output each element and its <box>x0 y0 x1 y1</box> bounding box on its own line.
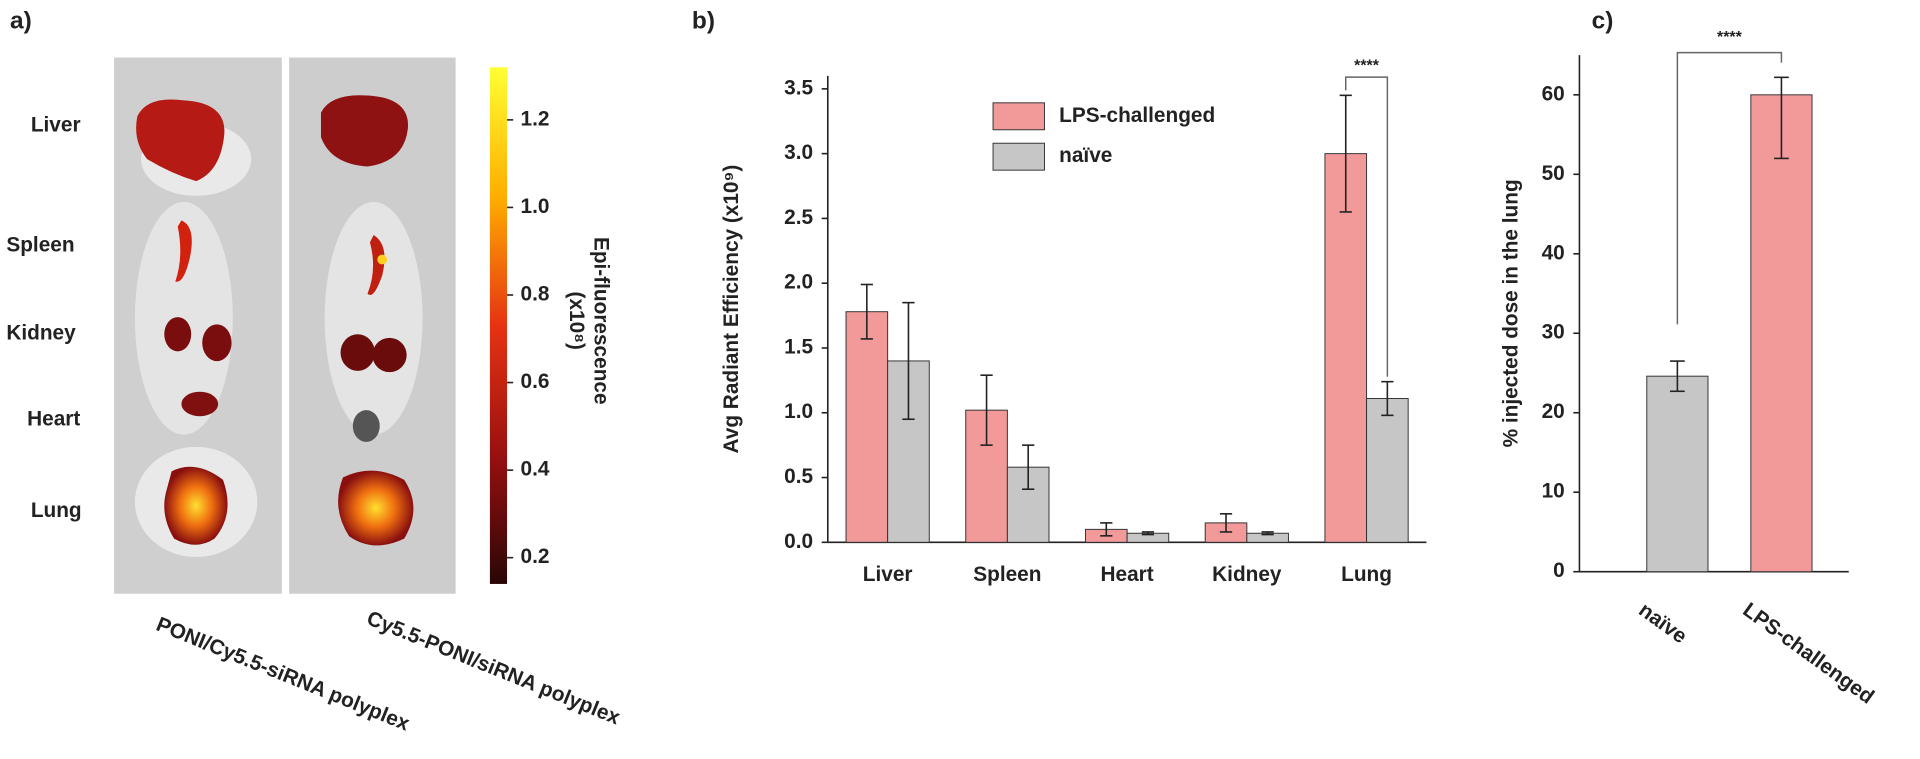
y-tick-label: 20 <box>1542 400 1565 423</box>
x-tick-label: naïve <box>1634 598 1691 648</box>
panel-label: a) <box>10 8 32 35</box>
bar <box>1750 94 1813 573</box>
y-tick-label: 10 <box>1542 480 1565 503</box>
y-tick-label: 3.0 <box>784 141 813 164</box>
legend-swatch <box>992 102 1045 131</box>
colorbar-tick-label: 1.2 <box>521 107 550 130</box>
legend-swatch <box>992 142 1045 171</box>
y-tick-label: 2.0 <box>784 271 813 294</box>
significance-label: **** <box>1354 57 1380 74</box>
bar <box>1366 398 1409 543</box>
y-axis-label: % injected dose in the lung <box>1500 179 1523 447</box>
x-tick-label: Spleen <box>973 563 1041 586</box>
x-tick-label: Heart <box>1101 563 1154 586</box>
colorbar-tick-label: 0.2 <box>521 545 550 568</box>
panel-label: b) <box>692 8 715 35</box>
organ-label: Liver <box>31 114 81 137</box>
organ-label: Heart <box>27 407 80 430</box>
fluorescence-images <box>114 57 456 594</box>
y-tick-label: 3.5 <box>784 76 813 99</box>
significance-bracket <box>1345 76 1389 377</box>
significance-label: **** <box>1717 29 1743 46</box>
y-tick-label: 0.5 <box>784 465 813 488</box>
organ-label: Kidney <box>6 322 76 345</box>
colorbar-tick-label: 0.6 <box>521 370 550 393</box>
legend-label: LPS-challenged <box>1059 104 1215 127</box>
y-tick-label: 1.0 <box>784 400 813 423</box>
colorbar-label: Epi-fluorescence <box>590 237 613 405</box>
y-tick-label: 40 <box>1542 241 1565 264</box>
y-tick-label: 30 <box>1542 321 1565 344</box>
colorbar-unit: (x10⁸) <box>565 292 588 350</box>
x-tick-label: Kidney <box>1212 563 1282 586</box>
y-tick-label: 60 <box>1542 82 1565 105</box>
y-tick-label: 2.5 <box>784 206 813 229</box>
significance-bracket <box>1676 51 1783 325</box>
y-tick-label: 0 <box>1553 559 1565 582</box>
colorbar-tick-label: 1.0 <box>521 195 550 218</box>
y-tick-label: 0.0 <box>784 530 813 553</box>
bar <box>1646 375 1709 573</box>
legend-label: naïve <box>1059 144 1112 167</box>
y-tick-label: 50 <box>1542 162 1565 185</box>
colorbar-tick-label: 0.4 <box>521 458 550 481</box>
y-tick-label: 1.5 <box>784 335 813 358</box>
y-axis-label: Avg Radiant Efficiency (x10⁹) <box>720 165 743 454</box>
x-tick-label: Liver <box>863 563 913 586</box>
organ-label: Spleen <box>6 234 74 257</box>
bar <box>1324 153 1368 543</box>
x-tick-label: Lung <box>1341 563 1392 586</box>
x-tick-label: LPS-challenged <box>1739 598 1879 708</box>
colorbar-tick-label: 0.8 <box>521 282 550 305</box>
organ-label: Lung <box>31 499 82 522</box>
panel-label: c) <box>1592 8 1614 35</box>
colorbar <box>489 67 508 584</box>
bar <box>845 311 889 543</box>
